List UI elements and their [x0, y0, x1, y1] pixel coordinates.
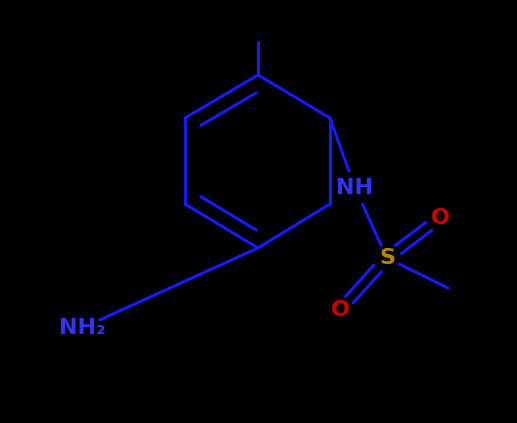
Text: O: O [330, 300, 349, 320]
Text: NH: NH [337, 178, 373, 198]
Text: O: O [431, 208, 449, 228]
Text: S: S [379, 248, 395, 268]
Text: NH₂: NH₂ [58, 318, 105, 338]
